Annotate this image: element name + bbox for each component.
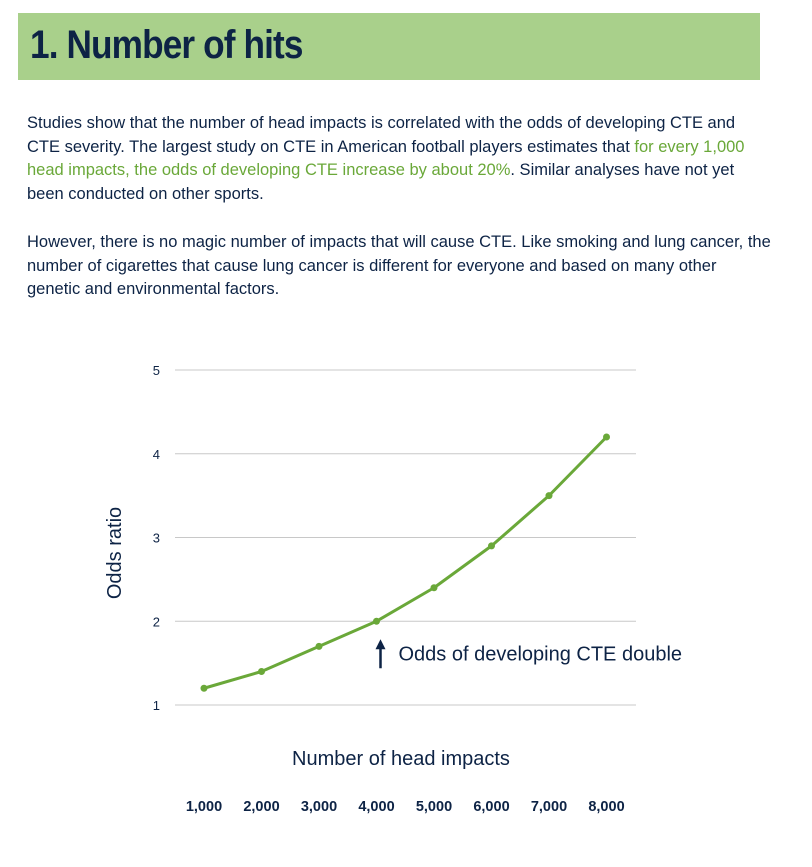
data-point [200,684,208,692]
x-tick-label: 5,000 [416,799,452,815]
y-tick-label: 4 [153,447,160,462]
intro-paragraph: Studies show that the number of head imp… [27,112,772,206]
x-tick-label: 8,000 [588,799,624,815]
data-point [545,492,553,500]
y-tick-label: 1 [153,698,160,713]
data-point [373,617,380,625]
x-axis-ticks: 1,000 2,000 3,000 4,000 5,000 6,000 7,000 8,000 [186,799,625,815]
data-point [315,642,323,650]
x-tick-label: 2,000 [243,799,279,815]
annotation-arrow-head [375,639,386,650]
intro-text-start: Studies show that the number of head imp… [27,114,736,156]
intro-text-end: . Similar analyses have not yet been con… [27,161,735,203]
y-axis-label: Odds ratio [104,507,126,599]
data-points [200,433,610,692]
data-point [488,542,495,550]
x-tick-label: 7,000 [531,799,567,815]
highlighted-finding: for every 1,000 head impacts, the odds o… [27,137,745,180]
annotation: Odds of developing CTE double [375,639,683,669]
title-banner: 1. Number of hits [18,13,760,80]
x-axis-label: Number of head impacts [292,748,510,770]
y-tick-label: 3 [153,531,160,546]
series-line-layer [203,435,608,690]
page-title: 1. Number of hits [30,23,303,67]
series-line [203,435,608,690]
annotation-label: Odds of developing CTE double [399,643,683,665]
x-tick-label: 1,000 [186,799,222,815]
x-tick-label: 6,000 [473,799,509,815]
gridlines [175,369,636,706]
y-axis-ticks: 1 2 3 4 5 [153,363,160,713]
x-tick-label: 3,000 [301,799,337,815]
data-point [258,668,265,675]
data-point [430,584,438,592]
x-tick-label: 4,000 [358,799,394,815]
caveat-paragraph: However, there is no magic number of imp… [27,233,771,298]
data-point [603,433,610,441]
y-tick-label: 5 [153,363,160,378]
y-tick-label: 2 [153,614,160,629]
